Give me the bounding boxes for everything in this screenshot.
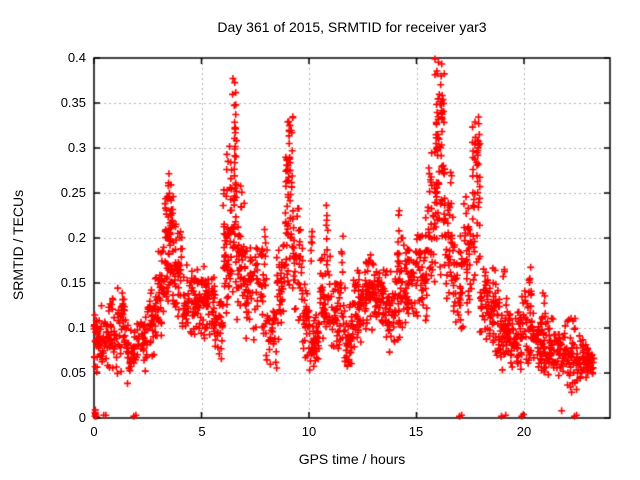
x-tick-label: 5 xyxy=(198,424,206,439)
chart-title: Day 361 of 2015, SRMTID for receiver yar… xyxy=(217,19,487,35)
y-tick-label: 0 xyxy=(78,410,86,425)
y-tick-label: 0.1 xyxy=(67,320,86,335)
y-tick-label: 0.05 xyxy=(60,365,86,380)
y-tick-label: 0.15 xyxy=(60,275,86,290)
y-tick-label: 0.35 xyxy=(60,95,86,110)
y-tick-label: 0.2 xyxy=(67,230,86,245)
x-tick-label: 0 xyxy=(90,424,98,439)
x-tick-label: 10 xyxy=(301,424,317,439)
y-tick-label: 0.3 xyxy=(67,140,86,155)
y-tick-label: 0.4 xyxy=(67,50,86,65)
x-tick-label: 20 xyxy=(516,424,532,439)
x-tick-label: 15 xyxy=(408,424,424,439)
y-tick-label: 0.25 xyxy=(60,185,86,200)
x-axis-label: GPS time / hours xyxy=(298,451,406,467)
